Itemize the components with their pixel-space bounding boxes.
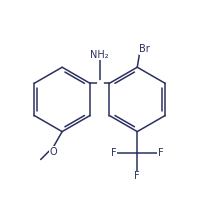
Text: O: O — [50, 147, 57, 157]
Text: NH₂: NH₂ — [90, 50, 109, 60]
Text: Br: Br — [139, 44, 150, 54]
Text: F: F — [111, 148, 117, 158]
Text: F: F — [158, 148, 163, 158]
Text: F: F — [134, 171, 140, 181]
